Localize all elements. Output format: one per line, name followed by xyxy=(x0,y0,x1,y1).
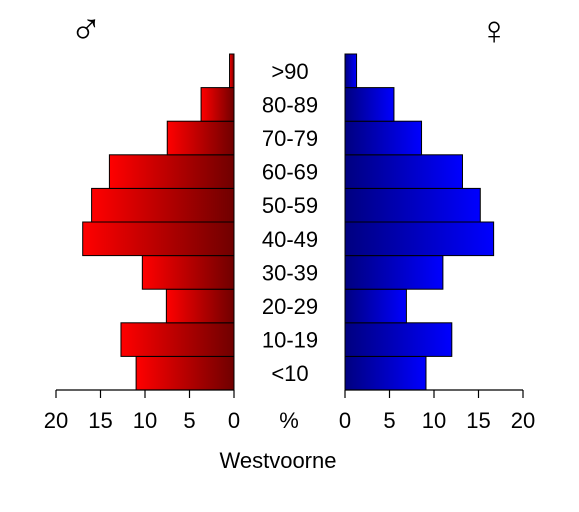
male-bar xyxy=(108,154,235,189)
female-bar xyxy=(344,322,453,357)
female-bar xyxy=(344,255,444,290)
male-bar xyxy=(141,255,235,290)
female-bar xyxy=(344,53,358,89)
percent-label: % xyxy=(279,408,299,433)
age-group-label: 50-59 xyxy=(262,193,318,218)
age-group-labels: <10 10-19 20-29 30-39 40-49 50-59 60-69 70-79 80… xyxy=(262,59,318,386)
male-axis-tick-label: 15 xyxy=(88,408,112,433)
age-group-label: >90 xyxy=(271,59,308,84)
female-symbol: ♀ xyxy=(479,9,509,53)
female-axis-tick-label: 10 xyxy=(422,408,446,433)
female-axis-tick-label: 15 xyxy=(466,408,490,433)
male-axis-tick-label: 10 xyxy=(133,408,157,433)
male-axis-tick-label: 5 xyxy=(183,408,195,433)
female-axis-tick-label: 20 xyxy=(511,408,535,433)
male-bars xyxy=(82,53,235,391)
male-bar xyxy=(166,120,235,156)
male-bar xyxy=(229,53,235,89)
female-bar xyxy=(344,87,395,122)
age-group-label: 70-79 xyxy=(262,126,318,151)
age-group-label: 30-39 xyxy=(262,260,318,285)
female-bar xyxy=(344,187,481,223)
female-bar xyxy=(344,120,423,156)
age-group-label: 40-49 xyxy=(262,227,318,252)
male-x-axis: 0 5 10 15 20 xyxy=(44,389,240,433)
female-x-axis: 0 5 10 15 20 xyxy=(339,389,535,433)
x-axis-title: Westvoorne xyxy=(220,448,337,473)
male-bar xyxy=(91,187,235,223)
female-bars xyxy=(344,53,495,391)
male-bar xyxy=(82,221,235,257)
age-group-label: 10-19 xyxy=(262,328,318,353)
age-group-label: 60-69 xyxy=(262,160,318,185)
male-symbol: ♂ xyxy=(70,5,103,54)
female-axis-tick-label: 0 xyxy=(339,408,351,433)
female-axis-tick-label: 5 xyxy=(383,408,395,433)
male-bar xyxy=(165,288,235,324)
age-group-label: <10 xyxy=(271,361,308,386)
male-bar xyxy=(120,322,235,357)
female-bar xyxy=(344,154,463,189)
male-bar xyxy=(135,355,235,391)
age-group-label: 80-89 xyxy=(262,92,318,117)
male-axis-tick-label: 20 xyxy=(44,408,68,433)
male-axis-tick-label: 0 xyxy=(228,408,240,433)
female-bar xyxy=(344,221,495,257)
female-bar xyxy=(344,355,427,391)
male-bar xyxy=(200,87,235,122)
age-group-label: 20-29 xyxy=(262,294,318,319)
female-bar xyxy=(344,288,407,324)
